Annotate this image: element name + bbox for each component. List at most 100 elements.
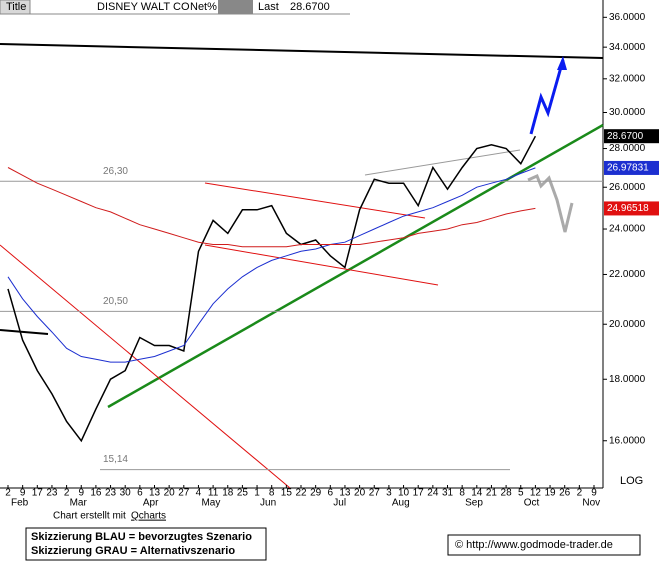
x-tick-label: 25 — [237, 488, 249, 499]
header-title: Title — [6, 1, 26, 13]
month-label: Jul — [333, 498, 346, 509]
y-tick-label: 18.0000 — [609, 374, 646, 385]
y-tick-label: 16.0000 — [609, 435, 646, 446]
credit-link[interactable]: Qcharts — [131, 511, 166, 522]
header-cell — [218, 0, 253, 14]
x-tick-label: 28 — [501, 488, 513, 499]
legend-box — [25, 527, 267, 561]
y-tick-label: 30.0000 — [609, 107, 646, 118]
x-tick-label: 11 — [208, 488, 219, 499]
month-label: Apr — [143, 498, 159, 509]
level-label: 15,14 — [103, 454, 128, 465]
trend-line — [0, 244, 291, 489]
trend-line — [0, 329, 49, 335]
price-tag — [604, 201, 659, 216]
x-tick-label: 14 — [471, 488, 483, 499]
month-label: Feb — [11, 498, 29, 509]
x-tick-label: 9 — [591, 488, 597, 499]
x-tick-label: 20 — [354, 488, 366, 499]
channel-line — [204, 182, 426, 219]
price-tag-label: 28.6700 — [607, 131, 644, 142]
x-tick-label: 8 — [269, 488, 275, 499]
x-tick-label: 18 — [222, 488, 234, 499]
header-symbol: DISNEY WALT CO — [97, 1, 190, 13]
x-tick-label: 15 — [281, 488, 293, 499]
month-label: May — [201, 498, 220, 509]
trend-line — [364, 149, 521, 176]
x-tick-label: 23 — [46, 488, 58, 499]
x-tick-label: 1 — [254, 488, 260, 499]
x-tick-label: 21 — [486, 488, 498, 499]
month-label: Jun — [260, 498, 276, 509]
header-last-label: Last — [258, 1, 279, 13]
x-tick-label: 2 — [5, 488, 11, 499]
x-tick-label: 16 — [90, 488, 102, 499]
x-tick-label: 9 — [20, 488, 26, 499]
copyright[interactable]: © http://www.godmode-trader.de — [455, 539, 613, 551]
scenario-arrow — [557, 56, 567, 70]
y-tick-label: 22.0000 — [609, 269, 646, 280]
y-tick-label: 32.0000 — [609, 73, 646, 84]
price-tag — [604, 129, 659, 144]
y-tick-label: 24.0000 — [609, 224, 646, 235]
x-tick-label: 12 — [530, 488, 542, 499]
y-tick-label: 36.0000 — [609, 12, 646, 23]
x-tick-label: 19 — [544, 488, 556, 499]
price-line — [7, 135, 537, 443]
month-label: Oct — [524, 498, 540, 509]
scenario-blue — [529, 59, 565, 135]
month-label: Nov — [582, 498, 600, 509]
x-tick-label: 9 — [78, 488, 84, 499]
support-line — [107, 123, 604, 409]
price-tag-label: 26.97831 — [607, 163, 649, 174]
x-tick-label: 17 — [413, 488, 425, 499]
level-label: 26,30 — [103, 166, 128, 177]
x-tick-label: 5 — [518, 488, 524, 499]
x-tick-label: 2 — [64, 488, 70, 499]
x-tick-label: 2 — [577, 488, 583, 499]
x-tick-label: 3 — [386, 488, 392, 499]
x-tick-label: 26 — [559, 488, 571, 499]
scenario-gray — [527, 173, 574, 233]
x-tick-label: 23 — [105, 488, 117, 499]
x-tick-label: 8 — [459, 488, 465, 499]
x-tick-label: 27 — [369, 488, 381, 499]
x-tick-label: 6 — [328, 488, 334, 499]
y-tick-label: 26.0000 — [609, 182, 646, 193]
resistance-line — [0, 43, 604, 59]
y-tick-label: 34.0000 — [609, 42, 646, 53]
x-tick-label: 27 — [178, 488, 190, 499]
x-tick-label: 24 — [427, 488, 439, 499]
month-label: Sep — [465, 498, 483, 509]
month-label: Aug — [392, 498, 410, 509]
scale-label: LOG — [620, 475, 643, 487]
legend-blue: Skizzierung BLAU = bevorzugtes Szenario — [31, 531, 252, 543]
price-tag — [604, 160, 659, 175]
x-tick-label: 13 — [339, 488, 351, 499]
x-tick-label: 20 — [164, 488, 176, 499]
moving-average — [7, 167, 536, 248]
x-tick-label: 31 — [442, 488, 454, 499]
plot-area — [0, 43, 604, 489]
x-tick-label: 6 — [137, 488, 143, 499]
x-tick-label: 17 — [32, 488, 44, 499]
y-tick-label: 20.0000 — [609, 319, 646, 330]
moving-average — [7, 167, 536, 363]
x-tick-label: 29 — [310, 488, 322, 499]
month-label: Mar — [70, 498, 88, 509]
header-field: Net% — [190, 1, 217, 13]
channel-line — [204, 244, 439, 286]
legend-gray: Skizzierung GRAU = Alternativszenario — [31, 545, 235, 557]
level-label: 20,50 — [103, 296, 128, 307]
x-tick-label: 22 — [295, 488, 307, 499]
y-tick-label: 28.0000 — [609, 143, 646, 154]
x-tick-label: 10 — [398, 488, 410, 499]
copyright-box — [447, 534, 641, 556]
x-tick-label: 4 — [196, 488, 202, 499]
x-tick-label: 13 — [149, 488, 161, 499]
price-tag-label: 24.96518 — [607, 203, 649, 214]
credit: Chart erstellt mit — [53, 511, 126, 522]
x-tick-label: 30 — [120, 488, 132, 499]
header-last-value: 28.6700 — [290, 1, 330, 13]
